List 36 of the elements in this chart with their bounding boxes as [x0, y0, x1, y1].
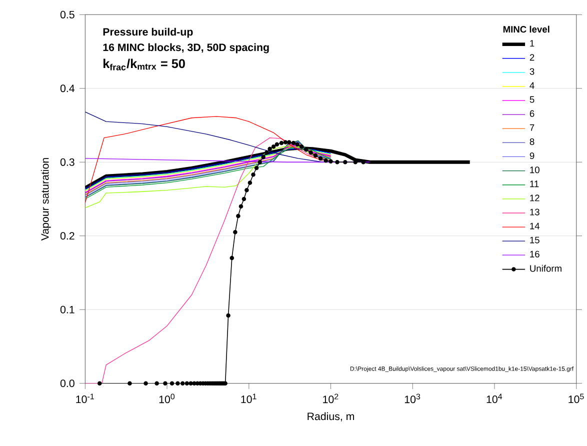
y-tick-label: 0.4	[60, 84, 75, 92]
y-tick-label: 0.2	[60, 232, 74, 240]
x-tick-label: 10$^{4}$	[486, 394, 502, 404]
annotation: Pressure build-up	[103, 28, 193, 38]
annotation: k$_{frac}$/k$_{mtrx}$ = 50	[104, 58, 185, 70]
legend-label: 6	[530, 110, 534, 117]
legend-label: 3	[530, 68, 534, 75]
x-tick-label: 10$^{5}$	[568, 394, 584, 404]
legend-label: 11	[530, 180, 539, 188]
x-tick-label: 10$^{2}$	[323, 394, 338, 404]
legend-label: 15	[530, 236, 540, 244]
x-tick-label: 10$^{1}$	[241, 394, 256, 404]
legend-label: 1	[530, 40, 534, 47]
y-tick-label: 0.0	[60, 380, 74, 388]
y-axis-title: Vapour saturation	[40, 158, 51, 241]
legend-label: 10	[530, 166, 540, 174]
legend-label: 4	[530, 82, 534, 89]
x-tick-label: 10$^{3}$	[404, 394, 420, 404]
legend-label: 5	[530, 96, 534, 103]
legend-label: 7	[530, 124, 534, 131]
y-tick-label: 0.5	[60, 10, 74, 18]
annotation: 16 MINC blocks, 3D, 50D spacing	[103, 43, 269, 54]
legend-title: MINC level	[503, 26, 550, 33]
legend-label: 14	[530, 222, 540, 230]
legend-label: Uniform	[530, 264, 562, 272]
x-tick-label: 10$^{-1}$	[76, 394, 94, 404]
y-tick-label: 0.3	[60, 158, 74, 166]
legend-label: 13	[530, 208, 540, 216]
x-tick-label: 10$^{0}$	[159, 394, 175, 404]
legend-label: 9	[530, 152, 534, 160]
legend-label: 2	[530, 54, 534, 61]
x-axis-title: Radius, m	[308, 412, 354, 422]
y-tick-label: 0.1	[60, 306, 74, 314]
legend-label: 12	[530, 194, 540, 202]
legend-label: 8	[530, 138, 534, 146]
legend-label: 16	[530, 250, 540, 258]
